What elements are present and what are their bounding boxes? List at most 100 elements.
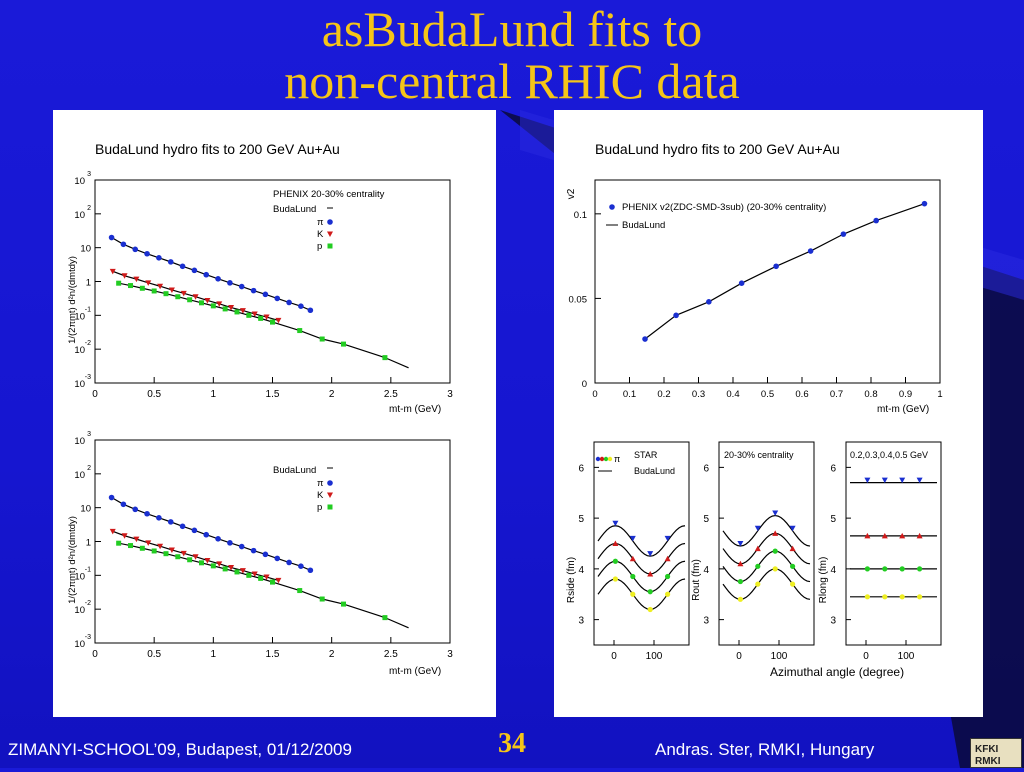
data-point-pion	[274, 295, 281, 302]
x-tick-label: 0	[92, 649, 98, 660]
data-point-kaon	[180, 290, 187, 297]
data-point-kaon	[216, 561, 223, 567]
data-point-proton	[246, 572, 252, 578]
data-point-proton	[258, 315, 264, 321]
hbt-out-point	[789, 525, 796, 532]
v2-data-point	[642, 336, 648, 342]
hbt-y-tick-label: 6	[830, 463, 836, 474]
data-point-proton	[128, 283, 133, 289]
top-legend-header: PHENIX 20-30% centrality	[273, 189, 385, 200]
hbt-side-point	[647, 589, 653, 595]
data-point-proton	[128, 543, 133, 549]
data-point-pion	[156, 515, 162, 521]
x-tick-label: 1.5	[266, 649, 280, 660]
hbt-x-tick-label: 0	[611, 651, 617, 662]
svg-text:KFKI: KFKI	[975, 744, 999, 755]
x-tick-label: 3	[447, 649, 453, 660]
v2-legend-marker	[609, 204, 615, 210]
hbt-side-point	[612, 540, 619, 546]
legend-marker-proton	[327, 243, 333, 249]
data-point-pion	[132, 506, 139, 513]
slide-number: 34	[498, 728, 526, 759]
v2-x-tick-label: 0.3	[692, 389, 705, 400]
data-point-pion	[179, 523, 186, 530]
svg-text:RMKI: RMKI	[975, 756, 1001, 767]
v2-data-point	[706, 299, 712, 305]
x-tick-label: 1.5	[266, 389, 280, 400]
hbt-long-point	[864, 532, 871, 539]
hbt-long-point	[864, 566, 870, 572]
hbt-out-point	[755, 563, 761, 569]
data-point-pion	[307, 307, 314, 314]
hbt-out-point	[772, 566, 778, 572]
hbt-long-point	[917, 566, 923, 572]
data-point-proton	[199, 560, 204, 566]
slide-title-line2: non-central RHIC data	[284, 53, 740, 109]
hbt-long-point	[882, 566, 888, 572]
hbt-x-tick-label: 0	[736, 651, 742, 662]
kfki-logo-graphic: KFKI RMKI	[975, 744, 1001, 767]
data-point-pion	[120, 501, 127, 508]
v2-x-tick-label: 0.8	[864, 389, 877, 400]
v2-xaxis-title: mt-m (GeV)	[877, 404, 929, 415]
data-point-proton	[139, 285, 145, 291]
data-point-pion	[298, 563, 304, 569]
top-legend-k: K	[317, 229, 324, 240]
hbt-out-point	[755, 581, 761, 587]
data-point-kaon	[239, 568, 246, 574]
data-point-kaon	[157, 283, 164, 290]
hbt-plots: 3 4 5 6 0 100 3 4 5 6 0 100 3 4 5 6 0 100	[578, 441, 942, 662]
hbt-out-point	[790, 563, 796, 569]
data-point-kaon	[192, 294, 199, 300]
hbt-side-model-curve	[597, 578, 686, 611]
v2-data-point	[738, 280, 745, 286]
data-point-proton	[319, 336, 325, 342]
spectra-figure: BudaLund hydro fits to 200 GeV Au+Au PHE…	[67, 141, 453, 677]
data-point-proton	[187, 557, 193, 563]
data-point-pion	[250, 547, 257, 554]
hbt-centrality: 20-30% centrality	[724, 450, 794, 460]
data-point-pion	[215, 535, 221, 542]
hbt-side-point	[664, 535, 671, 542]
hbt-side-point	[612, 520, 619, 527]
y-tick-label: 1	[86, 278, 91, 289]
x-tick-label: 2.5	[384, 389, 398, 400]
kfki-logo: KFKI RMKI	[970, 738, 1022, 768]
hbt-side-point	[665, 573, 671, 580]
hbt-out-point	[737, 578, 743, 585]
y-tick-label: 10	[74, 571, 85, 582]
data-point-proton	[222, 306, 228, 312]
data-point-proton	[187, 297, 193, 303]
hbt-legend-star: STAR	[634, 450, 658, 460]
hbt-side-point	[612, 558, 618, 564]
hbt-side-point	[665, 591, 671, 597]
data-point-kaon	[121, 533, 128, 539]
hbt-y-tick-label: 4	[578, 565, 584, 576]
hbt-xaxis-title: Azimuthal angle (degree)	[770, 665, 904, 679]
hbt-x-tick-label: 100	[771, 651, 788, 662]
data-point-pion	[179, 263, 186, 270]
y-tick-exponent: 2	[87, 465, 91, 472]
v2-x-tick-label: 0.7	[830, 389, 843, 400]
x-tick-label: 2	[329, 649, 335, 660]
hbt-legend-marker	[599, 456, 605, 462]
hbt-y-tick-label: 3	[578, 616, 584, 627]
data-point-kaon	[263, 314, 270, 321]
data-point-proton	[116, 540, 122, 546]
v2-data-point	[921, 200, 928, 207]
bottom-legend-model: BudaLund	[273, 465, 316, 476]
data-point-proton	[151, 548, 157, 554]
hbt-energies: 0.2,0.3,0.4,0.5 GeV	[850, 450, 928, 460]
bottom-yaxis-title: 1/(2πmt) d²n/(dmtdy)	[67, 516, 78, 604]
data-point-kaon	[251, 571, 258, 577]
top-xaxis-title: mt-m (GeV)	[389, 404, 441, 415]
data-point-proton	[246, 312, 252, 318]
data-point-kaon	[168, 547, 175, 553]
data-point-kaon	[168, 287, 175, 293]
v2-x-tick-label: 0.1	[623, 389, 636, 400]
data-point-proton	[341, 601, 346, 607]
data-point-pion	[144, 250, 150, 257]
bottom-legend-pi: π	[317, 478, 324, 489]
data-point-pion	[215, 275, 221, 282]
v2-x-tick-label: 0.4	[726, 389, 739, 400]
